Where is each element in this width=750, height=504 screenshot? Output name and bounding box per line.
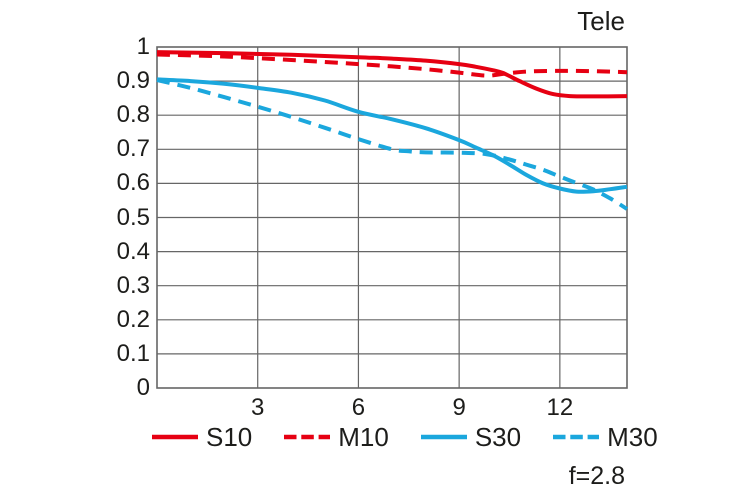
y-tick-label: 0.8 — [116, 101, 150, 129]
x-tick-label: 9 — [452, 394, 466, 421]
y-tick-label: 0.6 — [116, 169, 150, 197]
y-tick-label: 0.7 — [116, 135, 150, 163]
y-tick-label: 0.1 — [116, 339, 150, 367]
x-tick-label: 3 — [251, 394, 265, 421]
legend-label-s10: S10 — [206, 422, 253, 452]
aperture-label: f=2.8 — [568, 462, 625, 490]
curve-s10 — [156, 50, 628, 99]
y-tick-label: 0.9 — [116, 67, 150, 95]
x-tick-label: 12 — [546, 394, 574, 421]
legend-item-s30: S30 — [420, 422, 522, 452]
legend-solid-line-icon — [152, 434, 198, 440]
y-tick-label: 0.3 — [116, 271, 150, 299]
legend-item-m30: M30 — [553, 423, 658, 451]
legend-label-s30: S30 — [474, 422, 522, 452]
y-tick-label: 0.4 — [116, 237, 150, 265]
y-tick-label: 0.5 — [116, 203, 150, 231]
y-tick-label: 1 — [136, 33, 150, 60]
plot-border — [156, 46, 628, 389]
y-tick-label: 0.2 — [116, 305, 150, 333]
x-tick-label: 6 — [351, 394, 366, 421]
legend: S10 M10 S30 M30 — [152, 423, 658, 451]
curve-s30 — [156, 77, 628, 194]
legend-dashed-line-icon — [553, 434, 600, 440]
legend-dashed-line-icon — [284, 434, 331, 440]
legend-label-m10: M10 — [338, 422, 389, 452]
chart-title: Tele — [577, 6, 625, 36]
curve-m30 — [156, 78, 629, 211]
y-tick-label: 0 — [136, 374, 150, 401]
legend-item-s10: S10 — [152, 423, 252, 451]
legend-label-m30: M30 — [607, 422, 658, 452]
legend-item-m10: M10 — [284, 423, 389, 451]
curve-m10 — [156, 52, 628, 78]
legend-solid-line-icon — [420, 434, 467, 440]
